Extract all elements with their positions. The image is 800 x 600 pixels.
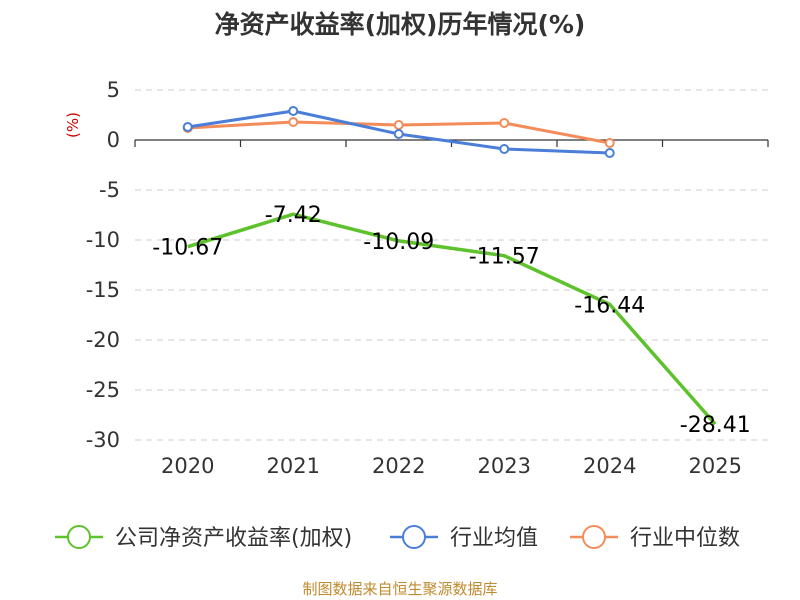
series-2-point-4 xyxy=(604,138,615,148)
x-tick-label-2025: 2025 xyxy=(689,454,742,478)
y-tick-label--10: -10 xyxy=(86,228,120,252)
series-2-point-3 xyxy=(499,118,510,128)
y-tick-label--20: -20 xyxy=(86,328,120,352)
source-note: 制图数据来自恒生聚源数据库 xyxy=(302,580,497,598)
x-tick-label-2020: 2020 xyxy=(161,454,214,478)
legend: 公司净资产收益率(加权) 行业均值 行业中位数 xyxy=(55,525,740,551)
series-1-point-0 xyxy=(182,122,193,132)
y-tick-label-0: 0 xyxy=(107,128,120,152)
legend-marker-0 xyxy=(67,525,91,549)
data-label-2024: -16.44 xyxy=(574,293,645,318)
x-tick-label-2023: 2023 xyxy=(478,454,531,478)
data-label-2020: -10.67 xyxy=(152,236,223,261)
series-2-point-2 xyxy=(393,120,404,130)
legend-label-0: 公司净资产收益率(加权) xyxy=(115,526,352,551)
y-tick-label--30: -30 xyxy=(86,428,120,452)
series-1-point-2 xyxy=(393,129,404,139)
data-label-2023: -11.57 xyxy=(469,245,540,270)
series-1-point-4 xyxy=(604,148,615,158)
x-tick-label-2021: 2021 xyxy=(267,454,320,478)
series-2-point-1 xyxy=(288,117,299,127)
data-label-2021: -7.42 xyxy=(265,203,322,228)
series-1-point-3 xyxy=(499,144,510,154)
series-1-point-1 xyxy=(288,106,299,116)
axes: 5 0 -5 -10 -15 -20 -25 -30 2020 2021 2022 2023 2024 2… xyxy=(86,78,769,478)
data-label-2025: -28.41 xyxy=(680,413,751,438)
series-line-0 xyxy=(187,212,717,426)
legend-marker-2 xyxy=(582,525,606,549)
legend-label-1: 行业均值 xyxy=(450,526,538,551)
y-tick-label--25: -25 xyxy=(86,378,120,402)
y-tick-label--5: -5 xyxy=(99,178,120,202)
y-tick-label-5: 5 xyxy=(107,78,120,102)
data-labels: -10.67 -7.42 -10.09 -11.57 -16.44 -28.41 xyxy=(152,203,750,438)
x-tick-label-2024: 2024 xyxy=(583,454,636,478)
y-axis-label: (%) xyxy=(64,112,82,138)
legend-label-2: 行业中位数 xyxy=(630,526,740,551)
y-tick-label--15: -15 xyxy=(86,278,120,302)
data-label-2022: -10.09 xyxy=(363,230,434,255)
chart-title: 净资产收益率(加权)历年情况(%) xyxy=(215,10,586,39)
series-layer xyxy=(182,106,717,426)
legend-marker-1 xyxy=(402,525,426,549)
x-tick-label-2022: 2022 xyxy=(372,454,425,478)
